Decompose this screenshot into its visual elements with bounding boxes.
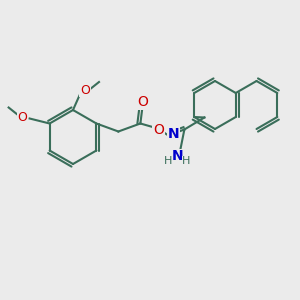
Text: O: O — [137, 95, 148, 110]
Text: O: O — [153, 122, 164, 136]
Text: N: N — [168, 128, 179, 142]
Text: O: O — [80, 83, 90, 97]
Text: O: O — [18, 111, 28, 124]
Text: N: N — [172, 149, 183, 164]
Text: H: H — [182, 157, 190, 166]
Text: H: H — [164, 157, 172, 166]
